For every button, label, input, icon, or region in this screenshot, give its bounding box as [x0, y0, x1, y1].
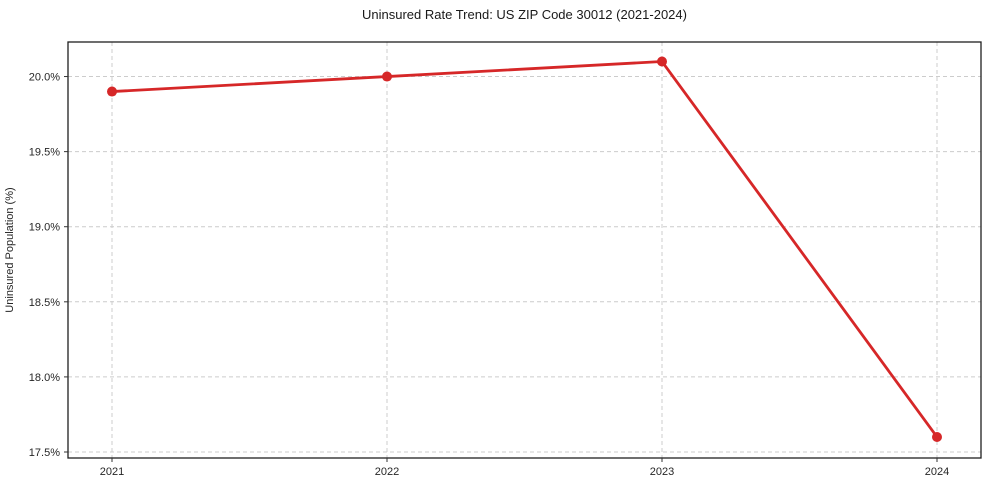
- x-tick-label: 2023: [650, 466, 674, 478]
- y-tick-label: 18.0%: [29, 372, 60, 384]
- y-tick-label: 19.5%: [29, 147, 60, 159]
- data-point: [107, 86, 117, 97]
- y-tick-label: 19.0%: [29, 222, 60, 234]
- data-point: [932, 431, 942, 442]
- x-tick-label: 2024: [925, 466, 949, 478]
- data-point: [657, 56, 667, 67]
- y-tick-label: 20.0%: [29, 72, 60, 84]
- chart-title: Uninsured Rate Trend: US ZIP Code 30012 …: [362, 7, 687, 22]
- trend-line: [110, 60, 939, 439]
- y-tick-label: 18.5%: [29, 297, 60, 309]
- y-tick-label: 17.5%: [29, 447, 60, 459]
- data-point: [382, 71, 392, 82]
- axes-box: [67, 41, 982, 459]
- x-tick-label: 2021: [100, 466, 124, 478]
- x-tick-label: 2022: [375, 466, 399, 478]
